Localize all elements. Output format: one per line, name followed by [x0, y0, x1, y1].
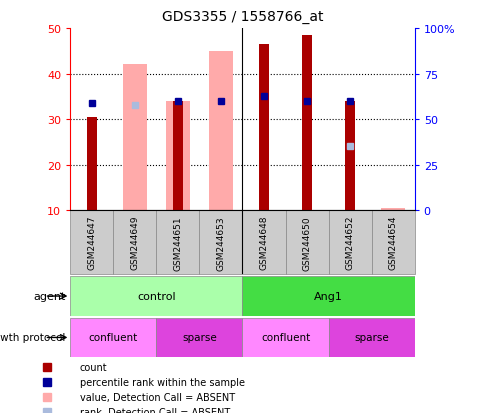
- Text: control: control: [137, 291, 175, 301]
- Bar: [302, 36, 311, 211]
- Text: percentile rank within the sample: percentile rank within the sample: [79, 377, 244, 387]
- Text: sparse: sparse: [353, 332, 388, 343]
- Text: GSM244654: GSM244654: [388, 216, 397, 270]
- Bar: [380, 209, 404, 211]
- Text: confluent: confluent: [260, 332, 310, 343]
- Text: value, Detection Call = ABSENT: value, Detection Call = ABSENT: [79, 392, 234, 402]
- Bar: [285, 211, 328, 275]
- Text: confluent: confluent: [89, 332, 138, 343]
- Text: Ang1: Ang1: [314, 291, 342, 301]
- Text: sparse: sparse: [182, 332, 216, 343]
- Text: GSM244651: GSM244651: [173, 216, 182, 270]
- Bar: [345, 102, 354, 211]
- Bar: [173, 102, 182, 211]
- Text: GSM244653: GSM244653: [216, 216, 225, 270]
- Text: GSM244649: GSM244649: [130, 216, 139, 270]
- Bar: [259, 45, 268, 211]
- Bar: [371, 211, 414, 275]
- Text: agent: agent: [33, 291, 65, 301]
- Bar: [166, 102, 189, 211]
- Bar: [87, 118, 96, 211]
- Bar: [70, 318, 156, 357]
- Text: growth protocol: growth protocol: [0, 332, 65, 343]
- Text: GSM244650: GSM244650: [302, 216, 311, 270]
- Bar: [113, 211, 156, 275]
- Text: count: count: [79, 362, 107, 373]
- Text: rank, Detection Call = ABSENT: rank, Detection Call = ABSENT: [79, 408, 229, 413]
- Bar: [199, 211, 242, 275]
- Text: GDS3355 / 1558766_at: GDS3355 / 1558766_at: [162, 10, 322, 24]
- Text: GSM244652: GSM244652: [345, 216, 354, 270]
- Bar: [242, 211, 285, 275]
- Bar: [242, 318, 328, 357]
- Bar: [328, 211, 371, 275]
- Bar: [156, 318, 242, 357]
- Bar: [209, 52, 232, 211]
- Bar: [123, 65, 147, 211]
- Bar: [70, 211, 113, 275]
- Text: GSM244647: GSM244647: [87, 216, 96, 270]
- Bar: [70, 277, 242, 316]
- Text: GSM244648: GSM244648: [259, 216, 268, 270]
- Bar: [156, 211, 199, 275]
- Bar: [328, 318, 414, 357]
- Bar: [242, 277, 414, 316]
